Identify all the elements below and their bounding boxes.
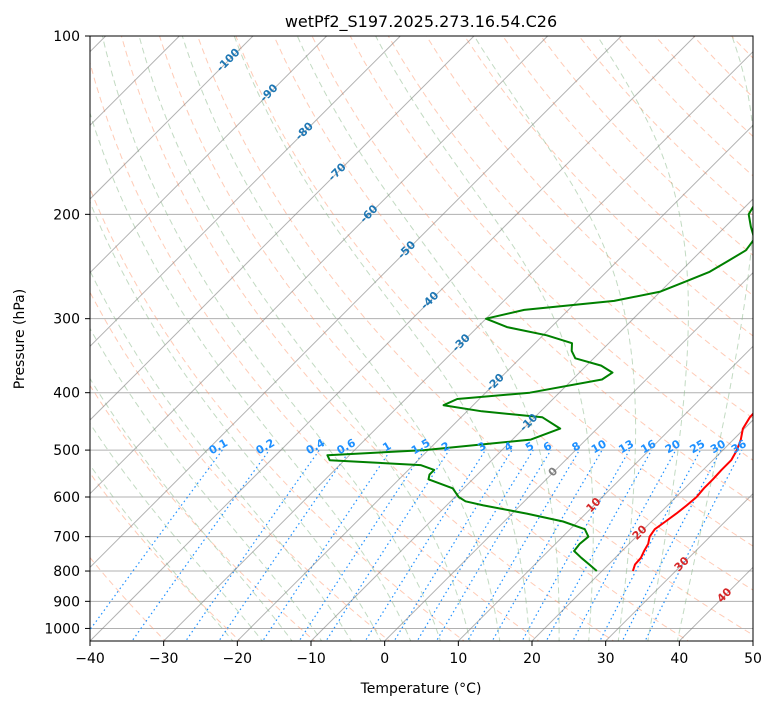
y-tick-label: 800 (53, 564, 80, 580)
dry-adiabat-line (90, 384, 316, 641)
moist-adiabat-line (473, 36, 637, 641)
mixing-ratio-line (621, 449, 722, 641)
moist-adiabat-line (90, 377, 293, 641)
y-tick-label: 500 (53, 443, 80, 459)
isotherm-line (90, 36, 328, 274)
moist-adiabat-line (90, 464, 234, 641)
dewpoint-profile-line (326, 205, 753, 572)
plot-frame (89, 35, 754, 642)
moist-adiabat-line (101, 36, 441, 641)
temperature-profile-line (631, 412, 753, 572)
mixing-ratio-line (325, 449, 450, 641)
moist-adiabat-line (90, 200, 382, 641)
mixing-ratio-line (218, 449, 351, 641)
moist-adiabat-line (90, 327, 323, 641)
dry-adiabat-line (197, 36, 753, 636)
dry-adiabat-line (90, 61, 540, 641)
dry-adiabat-line (235, 36, 753, 591)
y-tick-label: 1000 (44, 621, 80, 637)
moist-adiabat-line (138, 36, 471, 641)
y-tick-label: 200 (53, 207, 80, 223)
moist-adiabat-line (90, 422, 264, 641)
moist-adiabat-line (181, 36, 501, 641)
dry-adiabat-line (311, 36, 753, 504)
isotherm-line (90, 36, 549, 495)
mixing-ratio-line (90, 449, 223, 631)
isotherm-line (90, 36, 401, 348)
dry-adiabat-line (159, 36, 690, 641)
isotherm-line (90, 36, 622, 569)
mixing-ratio-line (393, 449, 513, 641)
dry-adiabats (90, 36, 753, 641)
x-tick-label: 20 (523, 651, 541, 667)
dry-adiabat-line (387, 36, 753, 419)
isotherms (90, 36, 753, 641)
isotherm-line (457, 345, 753, 641)
dry-adiabat-line (90, 291, 391, 641)
sounding-profiles (326, 205, 753, 572)
mixing-ratio-line (298, 449, 425, 641)
mixing-ratio-line (521, 449, 631, 641)
dry-adiabat-line (273, 36, 753, 547)
x-tick-label: 50 (744, 651, 762, 667)
x-tick-label: 0 (380, 651, 389, 667)
axis-ticks: −40 −30 −20 −10 0 10 20 30 40 50 100 200 300 400 500 60… (44, 29, 762, 667)
isotherm-line (163, 50, 753, 641)
y-tick-label: 300 (53, 312, 80, 328)
moist-adiabat-line (90, 111, 412, 641)
y-tick-label: 600 (53, 490, 80, 506)
moist-adiabat-line (375, 36, 594, 641)
y-tick-label: 700 (53, 530, 80, 546)
isotherm-line (90, 36, 254, 200)
dry-adiabat-line (120, 36, 615, 641)
isotherm-line (90, 36, 475, 421)
y-tick-label: 400 (53, 386, 80, 402)
chart-title: wetPf2_S197.2025.273.16.54.C26 (285, 12, 557, 32)
x-tick-label: 40 (670, 651, 688, 667)
x-tick-label: −10 (296, 651, 326, 667)
y-tick-label: 100 (53, 29, 80, 45)
moist-adiabats (90, 36, 753, 641)
isotherm-line (310, 198, 753, 641)
pressure-gridlines (90, 36, 753, 629)
moist-adiabat-line (596, 36, 689, 641)
moist-adiabat-line (296, 36, 560, 641)
y-axis-title: Pressure (hPa) (12, 289, 28, 389)
isotherm-line (384, 271, 753, 641)
y-tick-label: 900 (53, 594, 80, 610)
isotherm-line (236, 124, 753, 641)
x-tick-label: −30 (149, 651, 179, 667)
mixing-ratio-line (435, 449, 552, 641)
x-tick-label: 10 (449, 651, 467, 667)
dry-adiabat-line (90, 187, 465, 641)
isotherm-line (605, 492, 753, 641)
x-tick-label: −40 (75, 651, 105, 667)
x-tick-label: −20 (223, 651, 253, 667)
isotherm-line (531, 419, 753, 641)
x-axis-title: Temperature (°C) (360, 681, 482, 697)
mixing-ratio-line (416, 449, 534, 641)
mixing-ratio-line (644, 449, 743, 641)
moist-adiabat-line (676, 36, 753, 641)
x-tick-label: 30 (597, 651, 615, 667)
isotherm-line (90, 36, 696, 641)
